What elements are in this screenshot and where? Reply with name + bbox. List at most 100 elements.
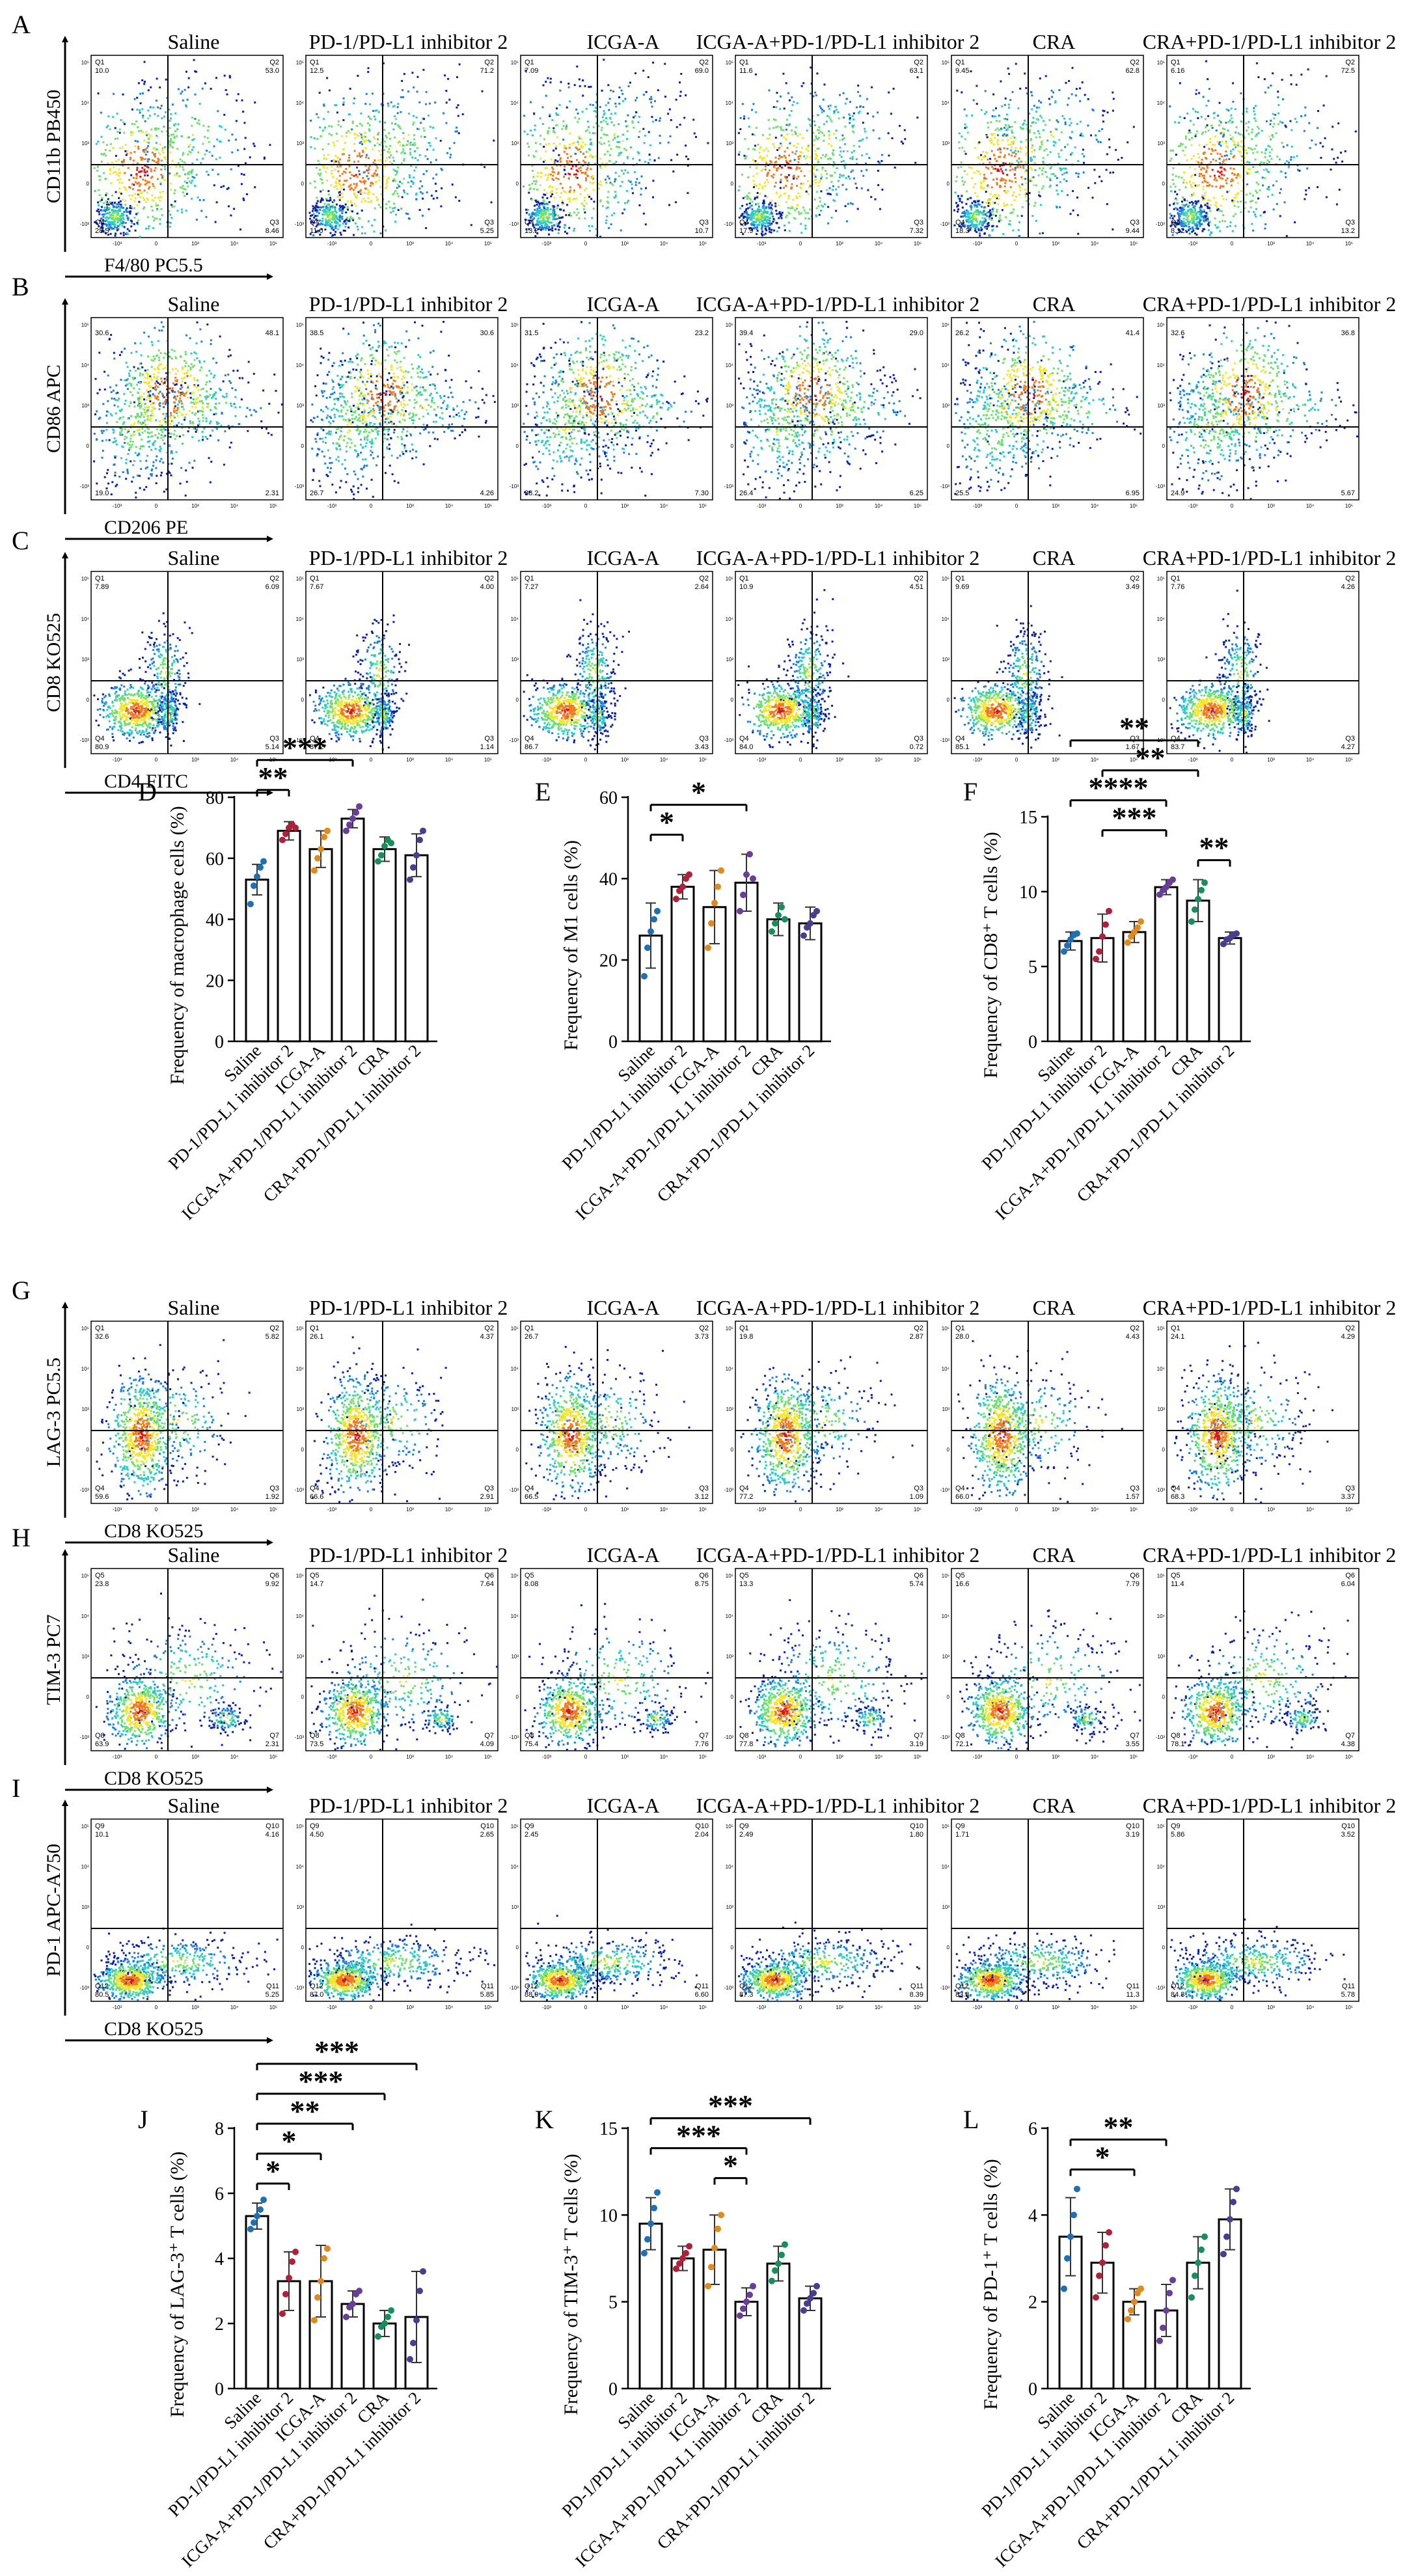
event-dot	[109, 212, 111, 213]
event-dot	[191, 139, 193, 141]
event-dot	[122, 182, 124, 184]
event-dot	[104, 178, 106, 180]
event-dot	[204, 154, 206, 156]
event-dot	[170, 222, 172, 224]
event-dot	[170, 140, 172, 142]
event-dot	[145, 201, 147, 203]
event-dot	[416, 90, 418, 92]
event-dot	[96, 210, 98, 212]
event-dot	[128, 186, 130, 188]
event-dot	[144, 81, 146, 83]
event-dot	[173, 136, 175, 138]
event-dot	[143, 169, 145, 171]
flow-panel: SalineQ110.0Q253.0Q38.46Q428.5-10³ 0 10³ 10…	[80, 30, 283, 247]
event-dot	[162, 191, 164, 193]
event-dot	[99, 195, 101, 197]
event-dot	[314, 137, 316, 139]
event-dot	[335, 227, 336, 229]
event-dot	[131, 109, 133, 111]
event-dot	[224, 75, 226, 77]
event-dot	[346, 217, 348, 219]
event-dot	[394, 207, 396, 209]
event-dot	[413, 134, 415, 136]
event-dot	[124, 123, 126, 125]
event-dot	[246, 193, 248, 195]
event-dot	[143, 139, 145, 141]
event-dot	[102, 141, 104, 143]
event-dot	[130, 225, 132, 227]
event-dot	[347, 200, 349, 202]
event-dot	[163, 116, 165, 118]
event-dot	[184, 173, 186, 175]
event-dot	[180, 92, 182, 94]
event-dot	[145, 154, 147, 156]
event-dot	[162, 152, 164, 154]
event-dot	[124, 226, 126, 228]
event-dot	[157, 158, 159, 159]
event-dot	[454, 142, 456, 144]
event-dot	[108, 207, 110, 209]
event-dot	[137, 141, 139, 143]
event-dot	[352, 217, 354, 219]
event-dot	[349, 132, 351, 134]
event-dot	[397, 103, 399, 105]
event-dot	[105, 194, 107, 196]
event-dot	[153, 220, 155, 222]
event-dot	[377, 142, 379, 144]
event-dot	[387, 103, 389, 105]
event-dot	[200, 162, 202, 164]
event-dot	[221, 126, 223, 128]
event-dot	[398, 209, 400, 211]
event-dot	[139, 236, 141, 238]
event-dot	[160, 208, 162, 210]
event-dot	[351, 128, 353, 130]
event-dot	[142, 158, 144, 160]
event-dot	[137, 189, 139, 191]
event-dot	[113, 172, 115, 174]
event-dot	[128, 230, 130, 232]
event-dot	[138, 201, 140, 203]
event-dot	[116, 229, 118, 231]
event-dot	[320, 191, 321, 193]
event-dot	[116, 137, 118, 139]
event-dot	[101, 197, 103, 199]
event-dot	[388, 152, 390, 154]
event-dot	[245, 137, 247, 139]
event-dot	[160, 183, 162, 185]
event-dot	[144, 184, 146, 185]
event-dot	[325, 218, 327, 220]
event-dot	[384, 165, 386, 167]
event-dot	[384, 141, 386, 143]
event-dot	[118, 217, 120, 219]
event-dot	[361, 181, 362, 183]
event-dot	[198, 123, 200, 125]
event-dot	[364, 200, 366, 202]
event-dot	[325, 198, 327, 200]
event-dot	[157, 115, 159, 117]
event-dot	[130, 207, 131, 209]
x-tick-label: -10³	[113, 241, 122, 247]
event-dot	[231, 133, 233, 135]
event-dot	[416, 116, 418, 118]
event-dot	[141, 167, 143, 169]
event-dot	[133, 159, 135, 161]
event-dot	[94, 167, 96, 169]
event-dot	[359, 132, 361, 134]
event-dot	[322, 129, 324, 131]
event-dot	[147, 216, 149, 218]
event-dot	[228, 139, 230, 141]
event-dot	[219, 157, 221, 159]
event-dot	[335, 225, 336, 227]
event-dot	[245, 162, 247, 164]
event-dot	[379, 144, 381, 146]
event-dot	[101, 161, 103, 163]
event-dot	[119, 147, 121, 149]
event-dot	[152, 210, 154, 212]
event-dot	[187, 178, 189, 180]
event-dot	[169, 213, 171, 215]
event-dot	[101, 199, 103, 201]
event-dot	[401, 162, 403, 164]
event-dot	[117, 179, 119, 181]
event-dot	[197, 197, 199, 199]
event-dot	[349, 171, 351, 173]
